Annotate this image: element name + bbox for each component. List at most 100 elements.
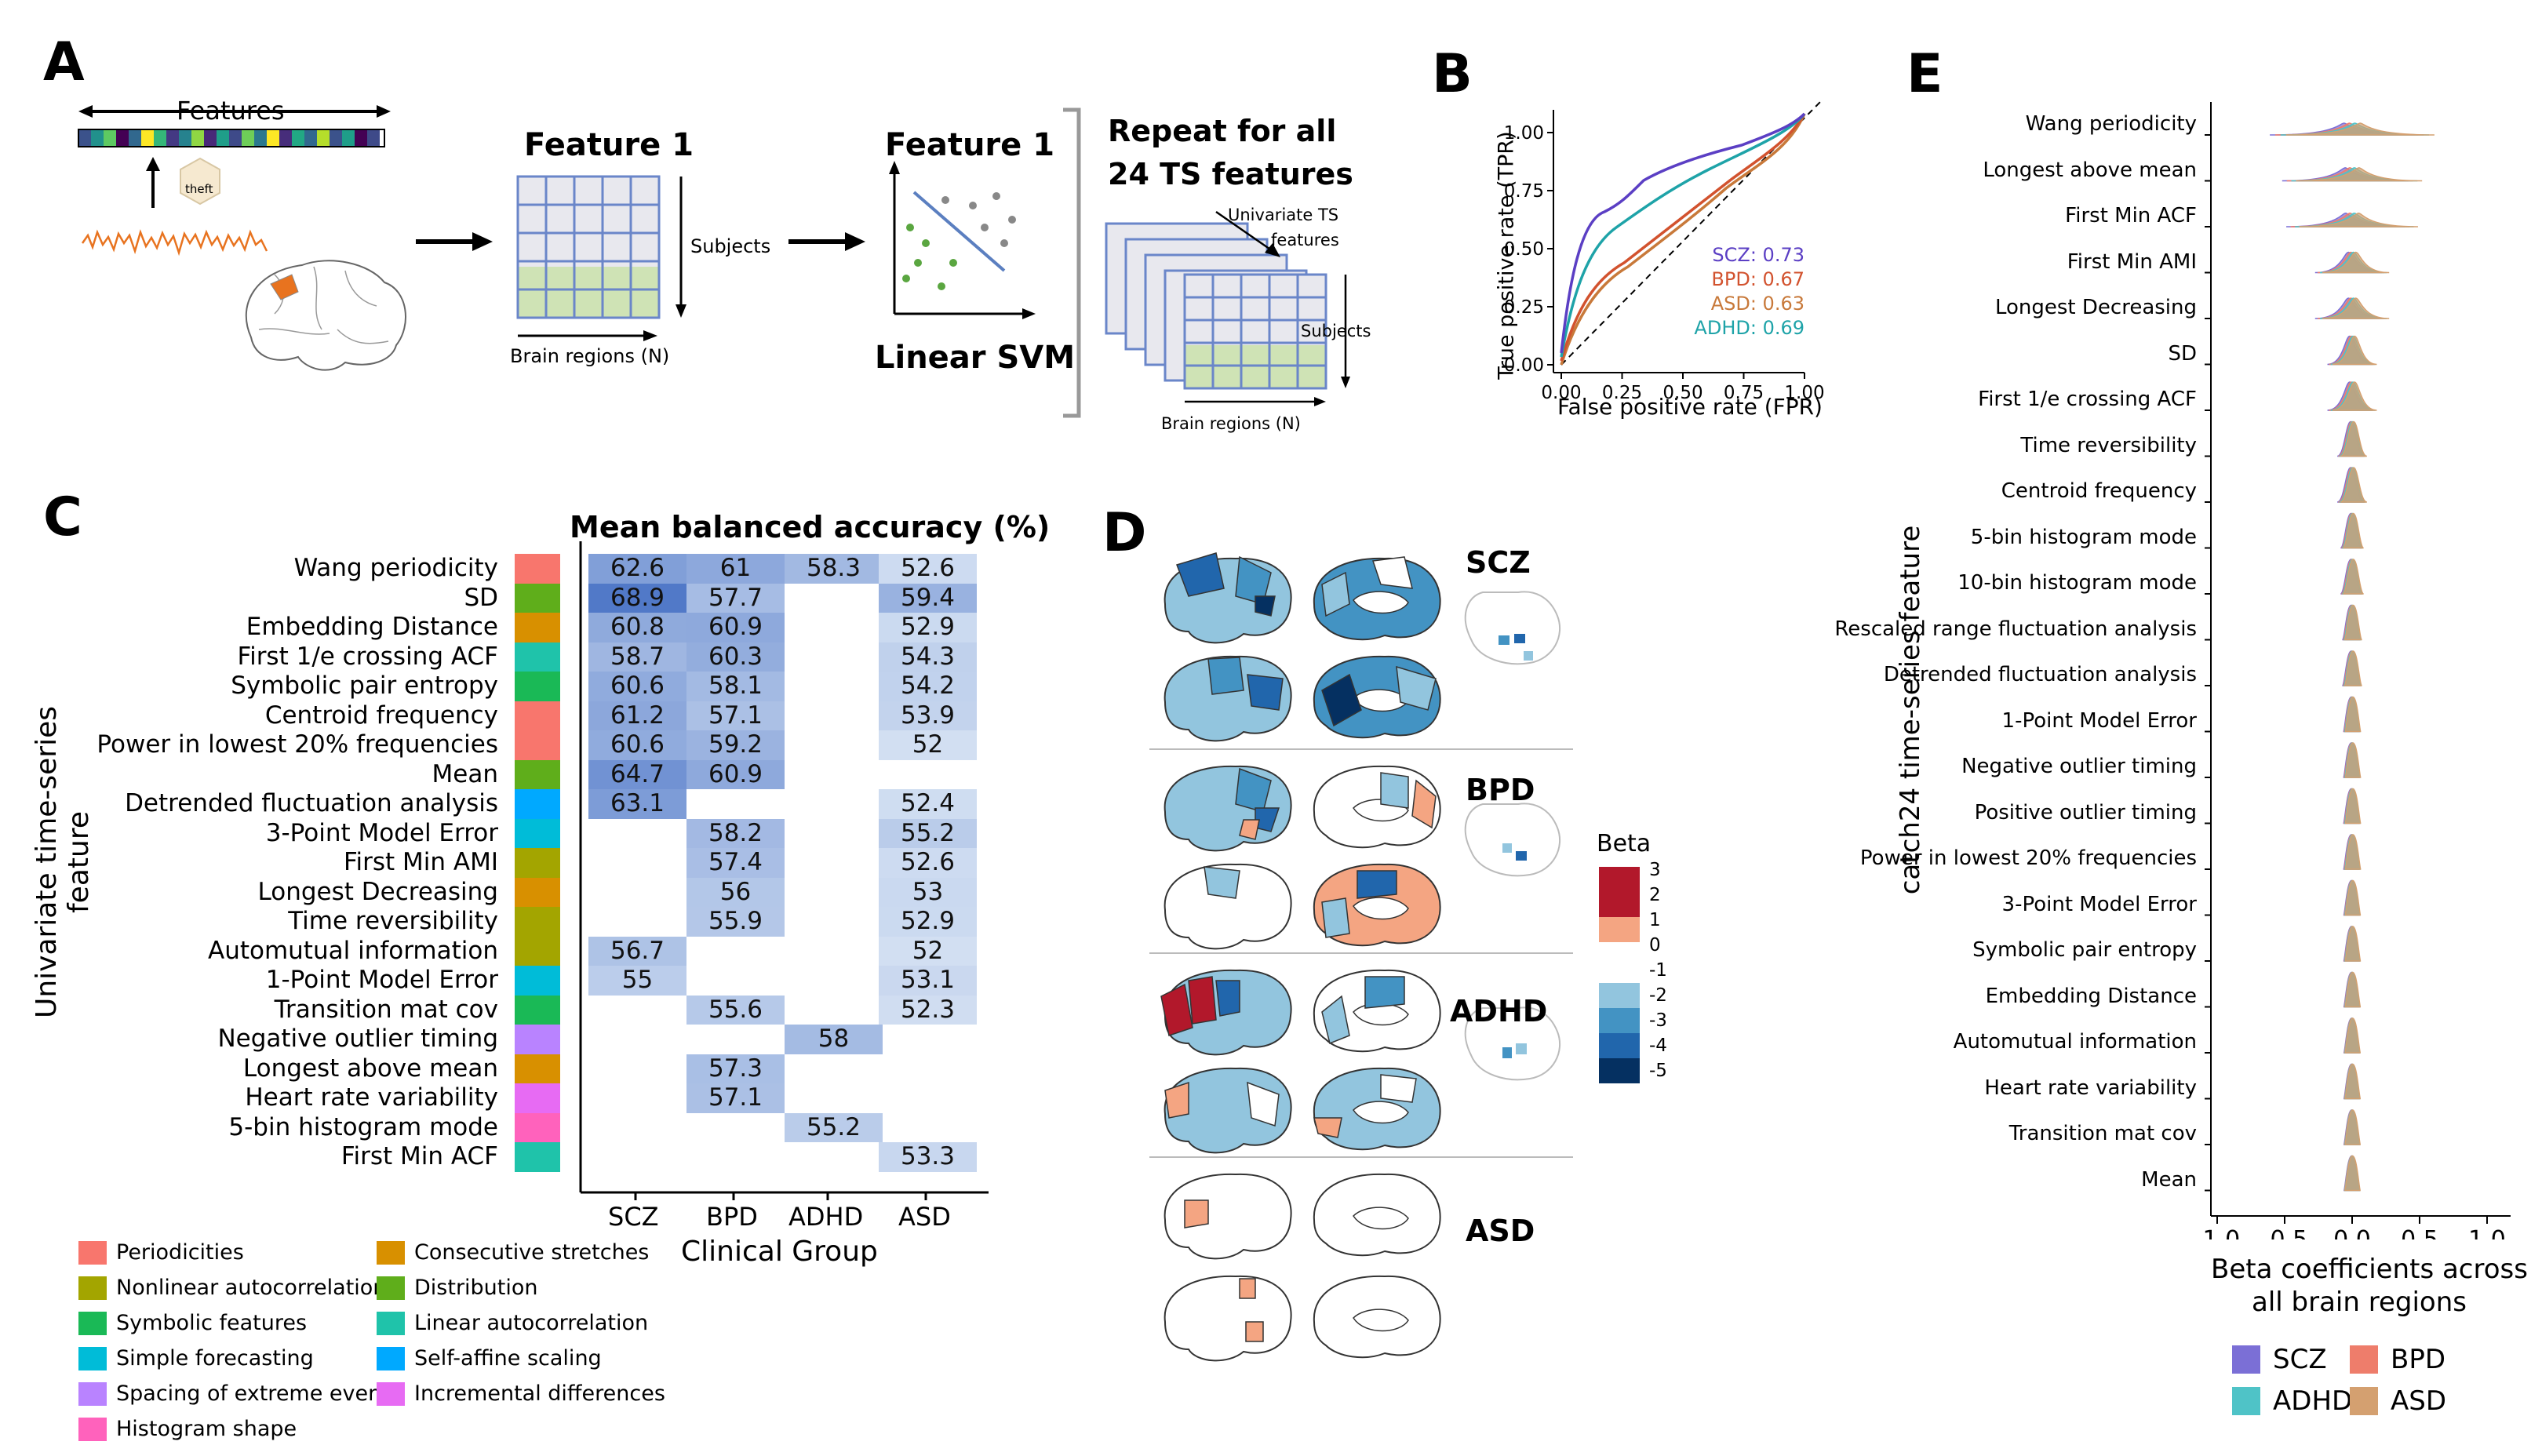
heatmap-cell: 64.7 (588, 759, 686, 789)
heatmap-cell: 56 (686, 877, 785, 907)
heatmap-cell: 59.2 (686, 730, 785, 760)
ridge-feature-label: Time reversibility (2020, 433, 2197, 457)
heatmap-cell: 52.9 (879, 907, 977, 937)
brain-row-adhd (1160, 969, 1561, 1154)
brain-row-bpd (1164, 765, 1561, 950)
category-swatch (515, 701, 560, 731)
ridge-density (2343, 650, 2363, 686)
category-legend-swatch (377, 1241, 405, 1265)
ridge-density (2343, 1063, 2362, 1100)
heatmap-cell: 53.3 (879, 1142, 977, 1172)
group-label-bpd: BPD (706, 1202, 758, 1232)
brain-regions-label: Brain regions (N) (510, 345, 670, 367)
ridge-density (2332, 381, 2377, 411)
ridge-density (2285, 122, 2434, 136)
feature-row-label: Time reversibility (288, 907, 498, 935)
ridge-feature-label: Negative outlier timing (1961, 755, 2197, 778)
category-swatch (515, 818, 560, 849)
ridge-feature-label: 1-Point Model Error (2001, 708, 2197, 733)
feature-row-label: Automutual information (207, 936, 498, 965)
roc-curve-asd (1560, 113, 1806, 366)
ridge-density (2343, 742, 2362, 778)
ridge-legend-label: SCZ (2273, 1344, 2327, 1375)
theft-logo (180, 157, 220, 206)
feature-row-label: 1-Point Model Error (265, 966, 498, 994)
ridge-feature-label: First Min ACF (2065, 204, 2197, 228)
ridge-feature-label: Automutual information (1953, 1030, 2197, 1054)
roc-legend-scz: SCZ: 0.73 (1712, 244, 1804, 266)
ridge-legend-label: BPD (2391, 1344, 2446, 1375)
ridge-x-tick: 0.0 (2333, 1226, 2371, 1239)
theft-label: theft (185, 182, 213, 196)
ridge-density (2343, 1155, 2362, 1192)
beta-color-block (1599, 1008, 1640, 1033)
subjects-label: Subjects (690, 235, 771, 257)
heatmap-cell: 52.6 (879, 848, 977, 878)
category-legend-label: Consecutive stretches (414, 1240, 650, 1265)
heatmap-cell: 54.2 (879, 672, 977, 701)
ridge-density (2332, 335, 2377, 366)
feature-row-label: Negative outlier timing (217, 1025, 498, 1053)
beta-tick-label: -1 (1649, 960, 1667, 981)
category-swatch (515, 966, 560, 996)
ridge-feature-label: Centroid frequency (2001, 479, 2197, 503)
heatmap-cell: 53 (879, 877, 977, 907)
heatmap-cell: 68.9 (588, 583, 686, 613)
ridge-feature-label: First Min AMI (2067, 249, 2197, 274)
category-legend-label: Linear autocorrelation (414, 1311, 649, 1335)
ridge-legend-label: ASD (2391, 1385, 2447, 1417)
category-legend-label: Nonlinear autocorrelation (116, 1276, 387, 1300)
roc-ylabel: True positive rate (TPR) (1494, 131, 1519, 380)
ridge-feature-label: Power in lowest 20% frequencies (1859, 846, 2197, 870)
beta-tick-label: -2 (1649, 985, 1667, 1006)
heatmap-cell: 58.1 (686, 672, 785, 701)
category-swatch (515, 554, 560, 584)
heatmap-cell: 57.7 (686, 583, 785, 613)
beta-legend-title: Beta (1597, 830, 1652, 857)
ridge-density (2322, 251, 2390, 274)
linear-svm-label: Linear SVM (875, 340, 1076, 376)
heatmap-cell: 55 (588, 966, 686, 996)
roc-x-tick: 0.00 (1541, 383, 1581, 403)
category-legend-swatch (78, 1382, 107, 1406)
univariate-ts-label-1: Univariate TS (1228, 206, 1339, 224)
ridge-x-tick: 0.5 (2401, 1226, 2438, 1239)
univariate-ts-label-2: features (1271, 231, 1339, 249)
category-legend-label: Simple forecasting (116, 1346, 314, 1370)
ridge-feature-label: Transition mat cov (2008, 1122, 2197, 1145)
beta-color-block (1599, 983, 1640, 1008)
heatmap-cell: 55.2 (785, 1112, 883, 1142)
category-legend-swatch (78, 1347, 107, 1370)
beta-tick-label: -5 (1649, 1061, 1667, 1081)
ridge-legend-swatch (2350, 1387, 2378, 1415)
roc-y-tick: 1.00 (1504, 123, 1544, 144)
category-swatch (515, 583, 560, 613)
ridge-feature-label: 3-Point Model Error (2001, 892, 2197, 916)
category-swatch (515, 936, 560, 966)
ridge-density (2342, 559, 2365, 595)
heatmap-cell: 60.6 (588, 672, 686, 701)
beta-tick-label: 2 (1649, 885, 1661, 905)
beta-tick-label: 1 (1649, 910, 1661, 930)
brain-label-scz: SCZ (1466, 545, 1531, 580)
heatmap-cell: 58 (785, 1025, 883, 1054)
panel-label-d: D (1102, 502, 1147, 564)
category-swatch (515, 613, 560, 642)
category-swatch (515, 1083, 560, 1113)
category-swatch (515, 1142, 560, 1172)
repeat-line-2: 24 TS features (1108, 157, 1353, 191)
ridge-legend-label: ADHD (2273, 1385, 2353, 1417)
category-legend-label: Incremental differences (414, 1381, 665, 1406)
heatmap-cell: 61.2 (588, 701, 686, 730)
category-legend-label: Histogram shape (116, 1417, 297, 1441)
ridge-feature-label: 10-bin histogram mode (1957, 571, 2197, 595)
feature-row-label: Centroid frequency (264, 701, 498, 730)
brain-maps (1149, 552, 1573, 1362)
feature-row-label: Transition mat cov (274, 995, 498, 1024)
ridge-density (2343, 834, 2362, 870)
heatmap-cell: 63.1 (588, 789, 686, 819)
roc-legend-adhd: ADHD: 0.69 (1694, 317, 1804, 339)
heatmap-cell: 52.9 (879, 613, 977, 642)
heatmap-cell: 57.3 (686, 1054, 785, 1083)
heatmap-cell: 57.1 (686, 1083, 785, 1113)
